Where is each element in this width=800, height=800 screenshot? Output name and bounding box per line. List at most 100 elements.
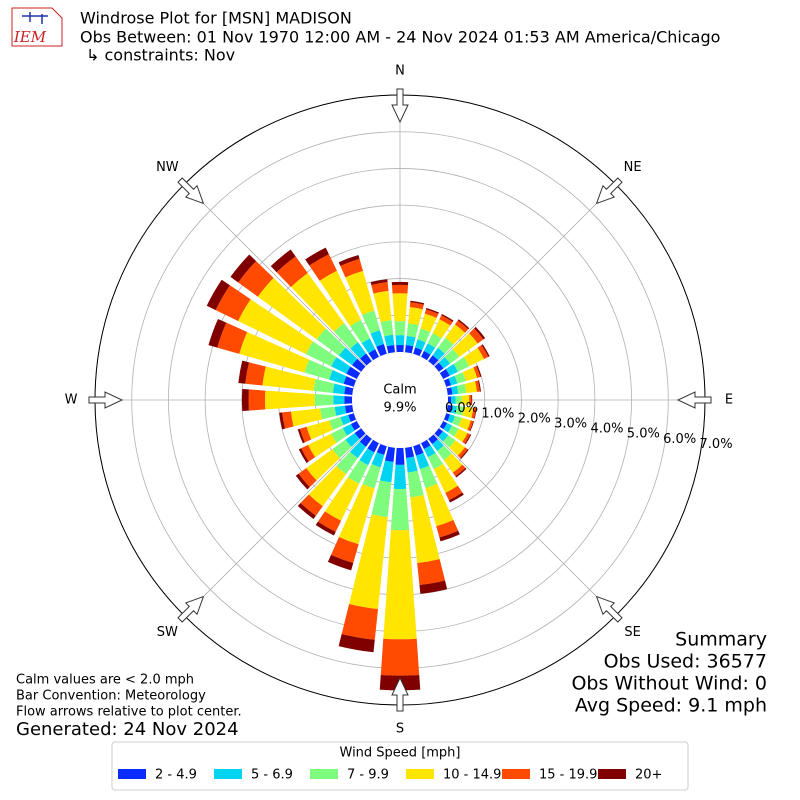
bar-segment [407, 470, 424, 498]
bar-segment [457, 319, 470, 330]
logo: IEM [11, 7, 63, 47]
bar-segment [456, 383, 467, 394]
bar-segment [270, 249, 296, 273]
r-tick-label: 7.0% [700, 437, 733, 452]
bar-segment [304, 359, 333, 380]
bar-segment [417, 559, 446, 586]
bar-segment [471, 394, 473, 406]
bar-segment [395, 447, 405, 465]
bar-segment [331, 537, 359, 563]
bar-segment [439, 369, 450, 379]
bar-segment [354, 428, 366, 439]
bar-segment [299, 426, 312, 443]
bar-segment [439, 421, 448, 430]
bar-segment [458, 417, 471, 430]
compass-label: S [396, 722, 404, 737]
bar-segment [446, 387, 453, 395]
legend-label: 20+ [635, 768, 662, 783]
bar-segment [386, 344, 395, 354]
compass-label: W [65, 393, 78, 408]
bar-segment [425, 307, 439, 314]
bar-segment [276, 256, 308, 288]
bar-segment [444, 349, 460, 364]
bar-segment [405, 335, 416, 347]
legend-swatch [502, 769, 530, 779]
bar-segment [370, 279, 388, 286]
bar-segment [319, 270, 361, 327]
bar-segment [279, 412, 286, 430]
bar-segment [301, 444, 316, 462]
bar-segment [450, 405, 457, 414]
bar-segment [454, 428, 468, 443]
bar-segment [340, 258, 363, 278]
bar-segment [432, 319, 451, 339]
bar-segment [419, 465, 438, 489]
summary-line: Obs Used: 36577 [604, 651, 767, 673]
bar-segment [434, 428, 443, 437]
bar-segment [324, 477, 360, 521]
bar-segment [336, 451, 358, 475]
bar-segment [338, 633, 375, 653]
bar-segment [451, 385, 459, 395]
bar-segment [424, 309, 439, 318]
spoke [433, 433, 616, 616]
bar-segment [439, 530, 460, 542]
arrow-shape [391, 88, 409, 124]
legend-swatch [406, 769, 434, 779]
bar-segment [421, 439, 431, 450]
bar-segment [475, 380, 480, 392]
bar-segment [239, 331, 310, 373]
bar-segment [371, 452, 385, 468]
bar-segment [290, 408, 323, 427]
bar-segment [452, 464, 466, 477]
bar-segment [217, 322, 248, 354]
bar-segment [446, 405, 452, 413]
bar-segment [371, 480, 392, 518]
bar-segment [338, 347, 358, 366]
bar-segment [454, 372, 466, 384]
bar-segment [376, 343, 387, 357]
bar-segment [457, 447, 468, 459]
bar-segment [406, 456, 418, 473]
bar-segment [443, 453, 463, 473]
bar-segment [423, 445, 436, 458]
bar-segment [474, 407, 477, 419]
bar-segment [462, 406, 474, 418]
bar-segment [230, 254, 257, 283]
bar-segment [384, 334, 395, 347]
bar-segment [331, 357, 351, 374]
bar-segment [455, 395, 462, 405]
bar-segment [448, 492, 464, 503]
bar-segment [415, 452, 430, 470]
bar-segment [425, 483, 454, 527]
bar-segment [238, 261, 274, 297]
compass-arrow [88, 391, 124, 409]
bar-segment [373, 290, 392, 323]
bar-segment [345, 432, 360, 447]
bar-segment [342, 423, 355, 436]
bar-segment [383, 529, 417, 640]
bar-segment [344, 405, 354, 414]
bar-segment [332, 383, 346, 395]
bar-segment [464, 381, 477, 394]
bar-segment [453, 356, 470, 372]
bar-segment [341, 604, 379, 640]
bar-segment [438, 356, 451, 369]
bar-segment [428, 434, 438, 445]
bar-segment [477, 345, 489, 360]
bar-segment [376, 443, 387, 455]
bar-segment [345, 270, 375, 315]
bar-segment [241, 388, 249, 412]
bar-segment [308, 465, 347, 507]
bar-segment [439, 315, 453, 326]
bar-segment [334, 323, 358, 349]
compass-arrow [177, 177, 205, 205]
legend-swatch [118, 769, 146, 779]
bar-segment [454, 320, 469, 333]
bar-segment [442, 435, 456, 448]
bar-segment [346, 366, 361, 379]
constraints: ↳ constraints: Nov [86, 46, 235, 65]
bar-segment [445, 485, 463, 501]
bar-segment [297, 502, 316, 520]
